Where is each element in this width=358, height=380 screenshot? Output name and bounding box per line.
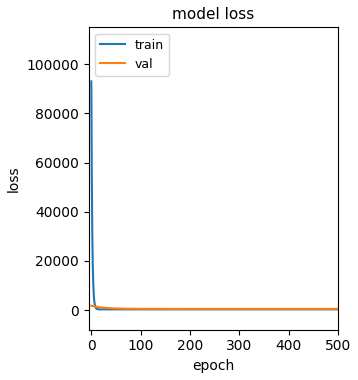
Y-axis label: loss: loss — [7, 165, 21, 192]
Title: model loss: model loss — [172, 7, 255, 22]
val — [251, 307, 255, 311]
train — [179, 307, 184, 312]
X-axis label: epoch: epoch — [192, 359, 234, 373]
val — [293, 307, 297, 311]
train — [151, 307, 155, 312]
train — [161, 307, 165, 312]
train — [89, 79, 93, 84]
Line: train: train — [91, 81, 338, 309]
val — [336, 307, 340, 311]
train — [336, 307, 340, 312]
val — [248, 307, 252, 311]
val — [150, 307, 155, 311]
train — [251, 307, 256, 312]
val — [89, 303, 93, 308]
val — [179, 307, 183, 311]
train — [128, 307, 132, 312]
val — [161, 307, 165, 311]
train — [248, 307, 253, 312]
Line: val: val — [91, 306, 338, 309]
train — [294, 307, 298, 312]
Legend: train, val: train, val — [95, 33, 169, 76]
